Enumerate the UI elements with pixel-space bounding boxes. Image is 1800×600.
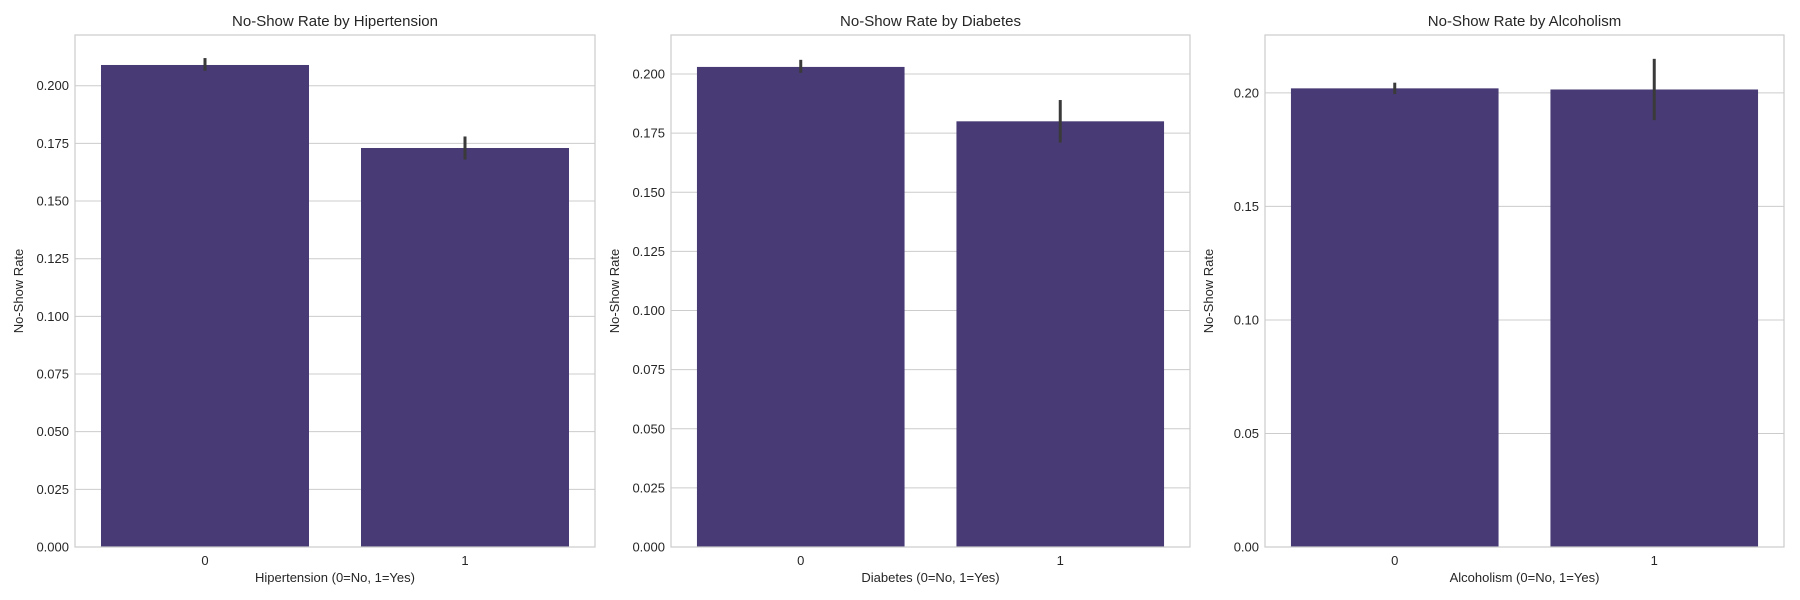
y-tick-label: 0.20 [1234, 85, 1259, 100]
y-tick-label: 0.00 [1234, 540, 1259, 555]
y-axis-label: No-Show Rate [1201, 249, 1216, 334]
y-tick-label: 0.000 [632, 540, 665, 555]
x-axis-label: Alcoholism (0=No, 1=Yes) [1450, 570, 1600, 585]
y-tick-label: 0.050 [632, 421, 665, 436]
bar-1 [956, 121, 1165, 547]
y-tick-label: 0.125 [632, 244, 665, 259]
y-tick-label: 0.10 [1234, 312, 1259, 327]
y-tick-label: 0.15 [1234, 199, 1259, 214]
x-tick-label: 0 [201, 553, 208, 568]
chart-title: No-Show Rate by Diabetes [840, 13, 1021, 30]
y-tick-label: 0.125 [36, 251, 69, 266]
y-tick-label: 0.000 [36, 540, 69, 555]
y-tick-label: 0.100 [36, 309, 69, 324]
chart-panel-2: 0 1 0.00 0.05 0.10 0.15 0.20 No-Show Rate by Al… [1201, 13, 1785, 585]
x-tick-label: 1 [461, 553, 468, 568]
y-axis-label: No-Show Rate [607, 249, 622, 334]
y-tick-label: 0.05 [1234, 426, 1259, 441]
y-tick-label: 0.150 [36, 194, 69, 209]
chart-title: No-Show Rate by Alcoholism [1428, 13, 1621, 30]
bar-0 [101, 64, 309, 547]
y-tick-label: 0.050 [36, 424, 69, 439]
bar-1 [1550, 89, 1759, 547]
y-axis-label: No-Show Rate [11, 249, 26, 334]
bar-0 [1290, 88, 1499, 547]
y-tick-label: 0.025 [632, 480, 665, 495]
y-tick-label: 0.075 [632, 362, 665, 377]
y-tick-label: 0.075 [36, 367, 69, 382]
y-tick-label: 0.150 [632, 185, 665, 200]
axes-frame [1264, 34, 1785, 548]
x-axis-label: Hipertension (0=No, 1=Yes) [255, 570, 415, 585]
y-tick-label: 0.025 [36, 482, 69, 497]
axes-frame [74, 34, 596, 548]
y-tick-label: 0.200 [36, 78, 69, 93]
bar-1 [361, 148, 569, 547]
axes-frame [670, 34, 1191, 548]
x-tick-label: 0 [797, 553, 804, 568]
y-tick-label: 0.175 [632, 126, 665, 141]
chart-panel-0: 0 1 0.000 0.025 0.050 0.075 0.100 0.125 0.150 0.1… [11, 13, 596, 585]
x-axis-label: Diabetes (0=No, 1=Yes) [861, 570, 999, 585]
chart-title: No-Show Rate by Hipertension [232, 13, 438, 30]
x-tick-label: 1 [1651, 553, 1658, 568]
chart-panel-1: 0 1 0.000 0.025 0.050 0.075 0.100 0.125 0.150 0.1… [607, 13, 1191, 585]
y-tick-label: 0.100 [632, 303, 665, 318]
x-tick-label: 1 [1057, 553, 1064, 568]
y-tick-label: 0.200 [632, 67, 665, 82]
y-tick-label: 0.175 [36, 136, 69, 151]
x-tick-label: 0 [1391, 553, 1398, 568]
bar-0 [696, 66, 905, 548]
